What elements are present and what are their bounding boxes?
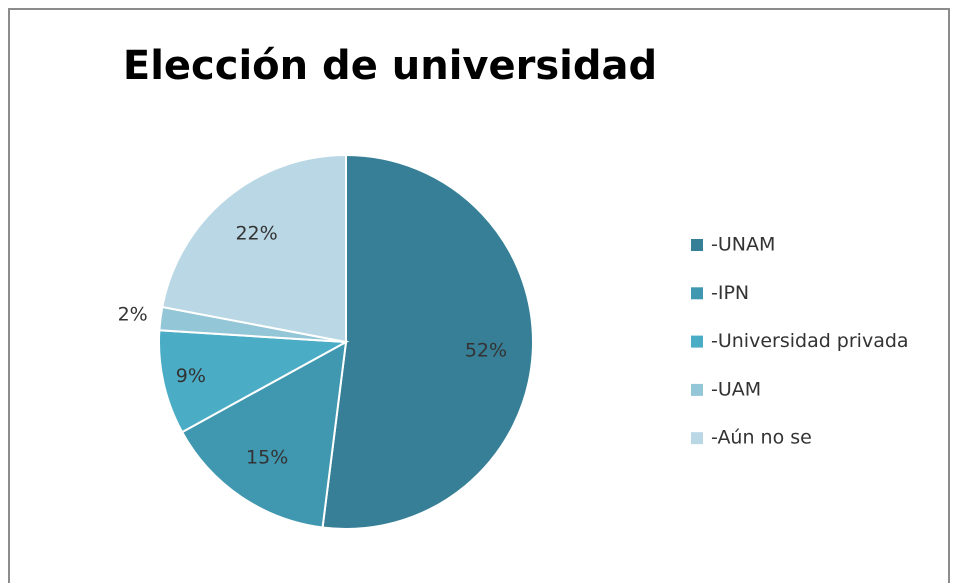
legend-swatch — [691, 432, 703, 445]
legend-label: -UAM — [711, 378, 761, 400]
legend-swatch — [691, 287, 703, 300]
pie-slice — [321, 153, 535, 530]
data-label: 22% — [235, 222, 277, 244]
legend-label: -UNAM — [711, 234, 775, 256]
chart-title: Elección de universidad — [123, 43, 657, 89]
pie-slice — [158, 329, 350, 434]
legend-swatch — [691, 383, 703, 396]
data-label: 15% — [246, 446, 288, 468]
legend-label: -IPN — [711, 282, 749, 304]
legend-swatch — [691, 239, 703, 251]
data-label: 9% — [176, 365, 206, 387]
pie-slice — [161, 153, 347, 344]
legend-swatch — [691, 335, 703, 348]
pie-slice — [180, 340, 348, 529]
legend-label: -Universidad privada — [711, 330, 909, 352]
legend-label: -Aún no se — [711, 427, 812, 449]
data-label: 2% — [118, 304, 148, 326]
data-label: 52% — [465, 339, 507, 361]
